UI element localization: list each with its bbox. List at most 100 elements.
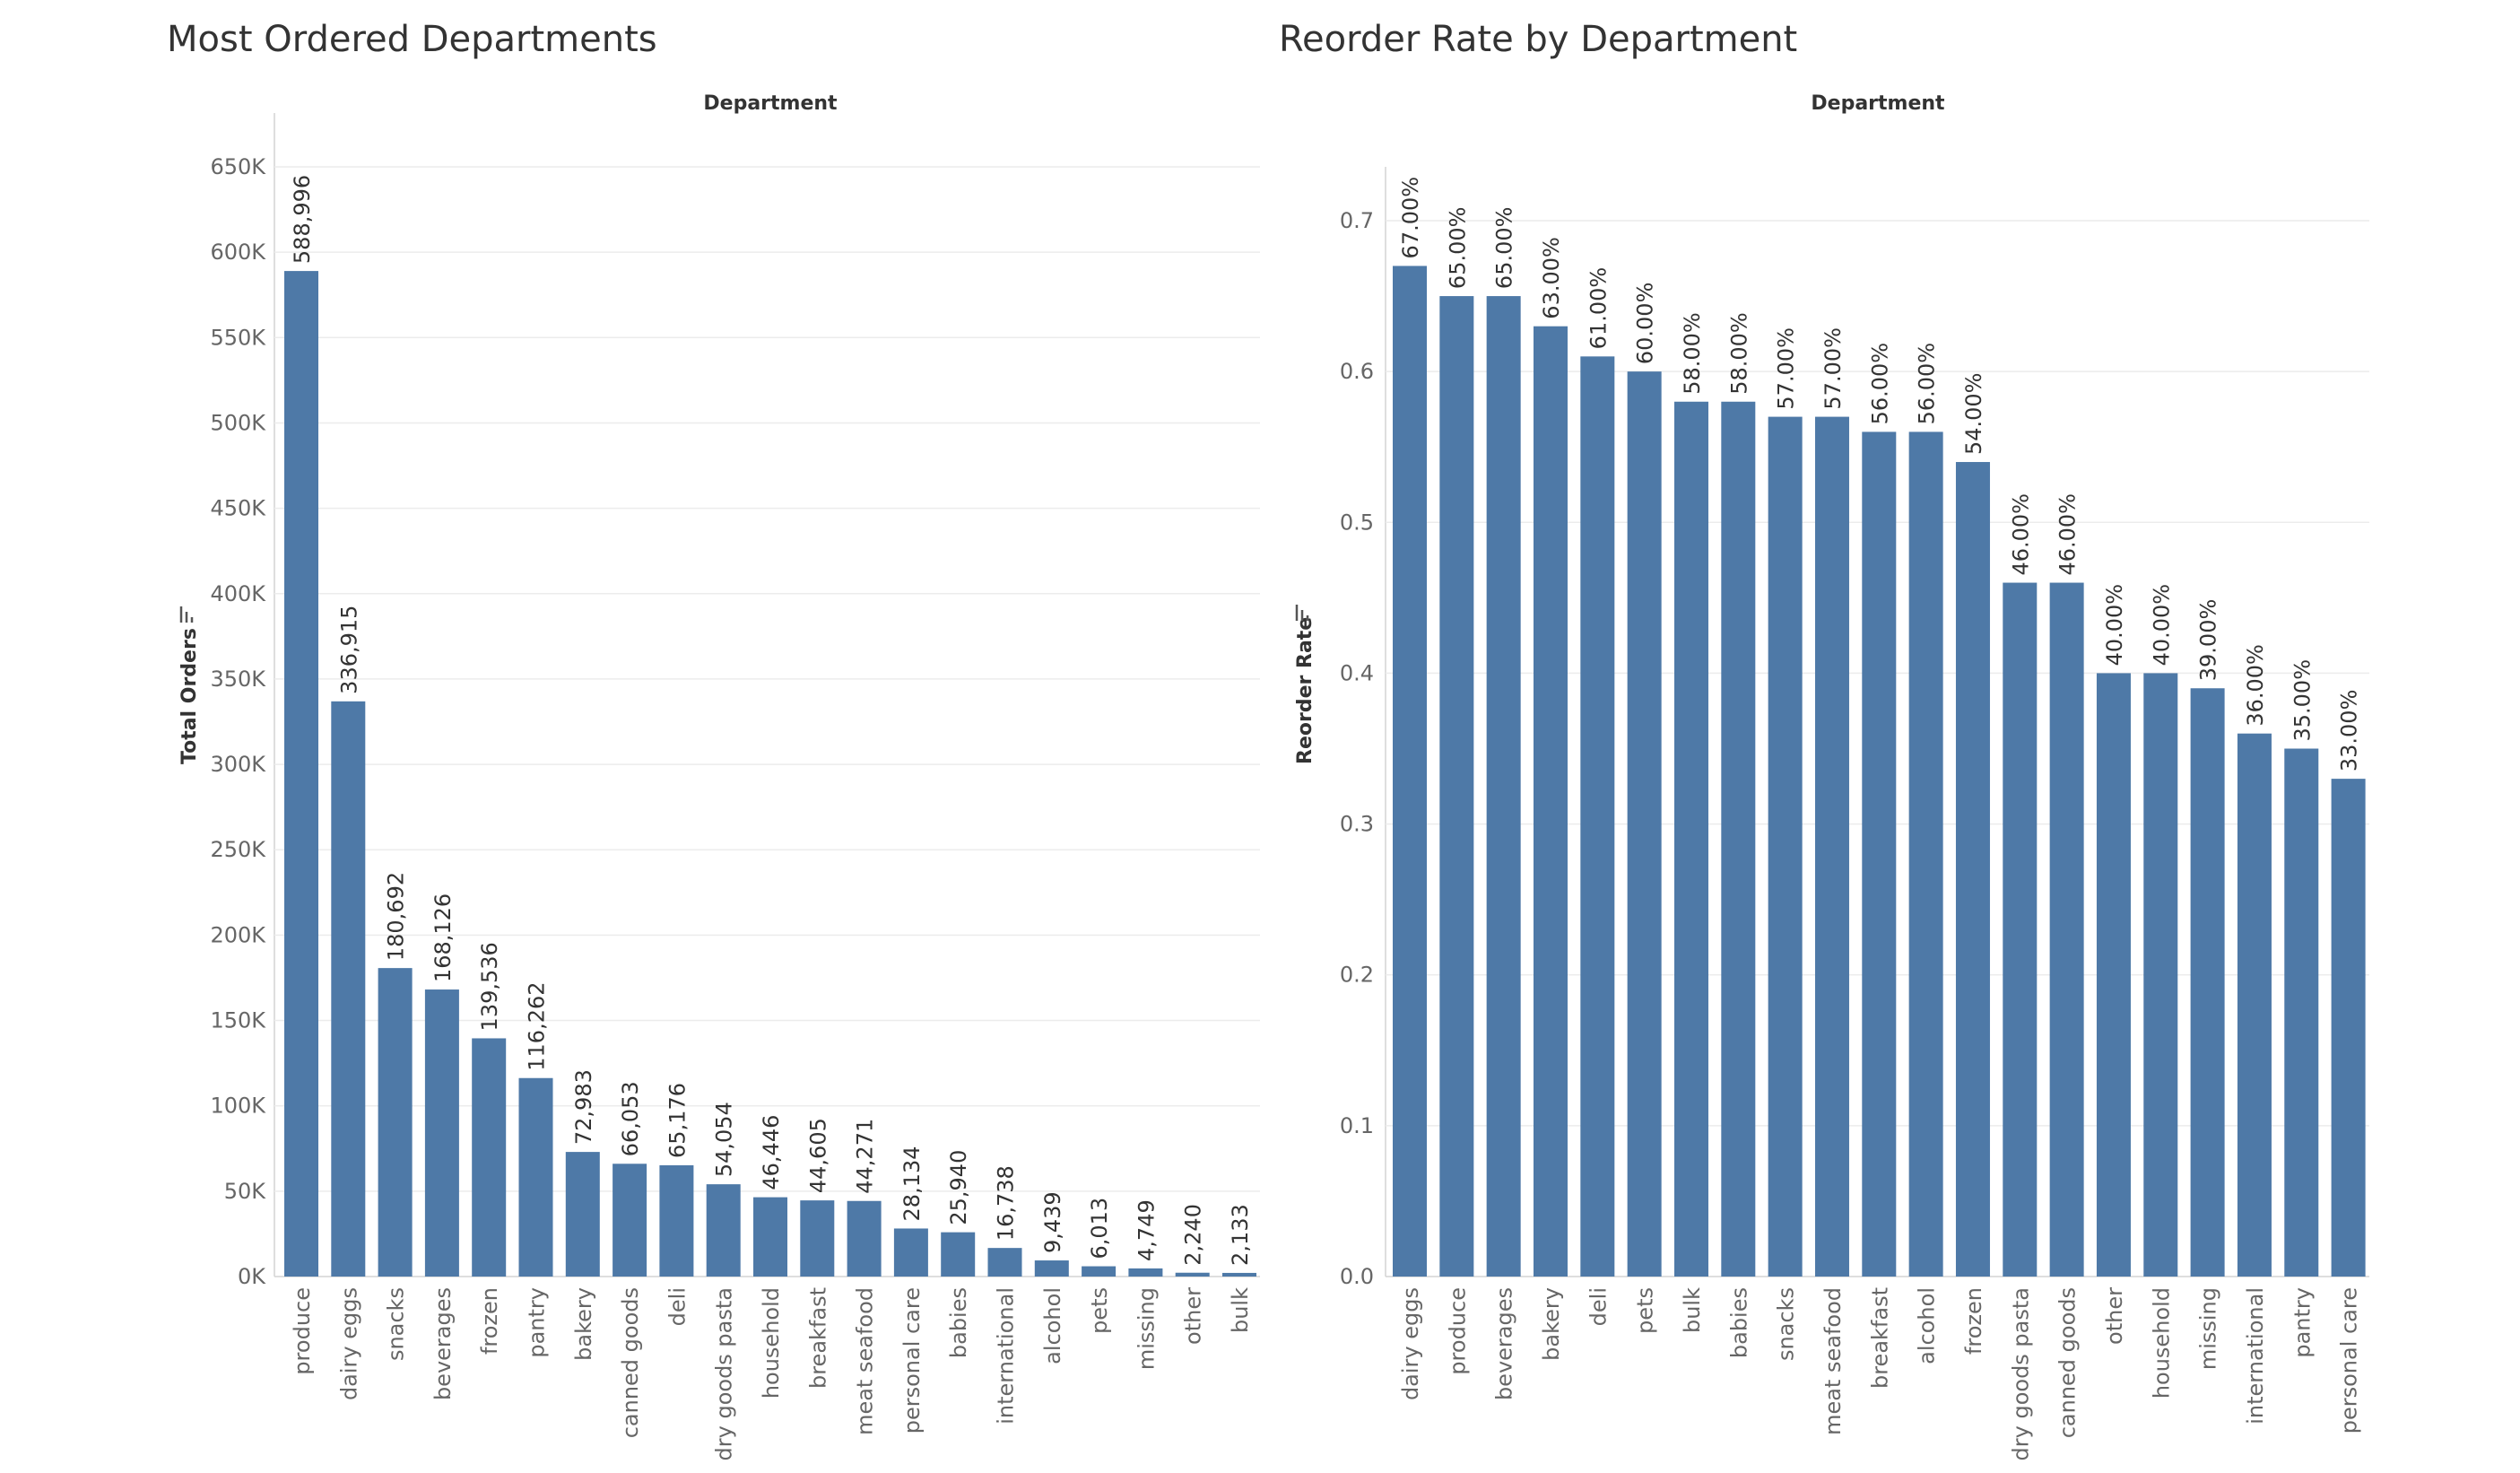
category-label[interactable]: meat seafood	[1820, 1287, 1846, 1435]
category-label[interactable]: babies	[1726, 1287, 1751, 1358]
category-label[interactable]: dairy eggs	[1398, 1287, 1423, 1400]
category-label[interactable]: bulk	[1228, 1287, 1253, 1333]
y-tick-label: 0.7	[1340, 208, 1374, 233]
sort-icon[interactable]	[1295, 605, 1309, 621]
bar[interactable]	[1486, 296, 1521, 1277]
y-axis-label[interactable]: Reorder Rate	[1294, 617, 1316, 764]
category-label[interactable]: household	[2149, 1287, 2174, 1399]
bar[interactable]	[472, 1038, 507, 1277]
bar[interactable]	[613, 1164, 647, 1277]
bar[interactable]	[753, 1197, 787, 1277]
bar[interactable]	[1580, 356, 1615, 1277]
category-label[interactable]: bakery	[1539, 1287, 1564, 1361]
category-label[interactable]: deli	[1586, 1287, 1611, 1326]
bar[interactable]	[518, 1077, 553, 1277]
category-label[interactable]: dry goods pasta	[2008, 1287, 2033, 1460]
bar[interactable]	[800, 1200, 835, 1277]
bar[interactable]	[1955, 462, 1990, 1277]
category-label[interactable]: beverages	[430, 1287, 456, 1400]
category-label[interactable]: alcohol	[1915, 1287, 1940, 1364]
data-label: 60.00%	[1633, 283, 1658, 365]
bar[interactable]	[1908, 431, 1943, 1277]
bar[interactable]	[1673, 401, 1708, 1277]
reorder-rate-chart: Reorder Rate by Department Department Re…	[1279, 19, 2369, 1460]
category-label[interactable]: personal care	[2337, 1287, 2362, 1434]
y-tick-label: 600K	[210, 240, 266, 265]
y-axis-label[interactable]: Total Orders	[178, 628, 201, 764]
bar[interactable]	[1128, 1268, 1163, 1277]
bar[interactable]	[1439, 296, 1474, 1277]
bar[interactable]	[565, 1152, 600, 1277]
bar[interactable]	[284, 271, 318, 1277]
bar[interactable]	[1222, 1272, 1256, 1277]
category-label[interactable]: babies	[946, 1287, 971, 1358]
y-axis-title[interactable]: Total Orders	[178, 606, 201, 764]
bar[interactable]	[1768, 416, 1803, 1277]
y-tick-label: 0.6	[1340, 359, 1374, 384]
bar[interactable]	[1034, 1260, 1069, 1277]
category-label[interactable]: frozen	[477, 1287, 502, 1355]
category-label[interactable]: dry goods pasta	[712, 1287, 737, 1460]
bar[interactable]	[424, 989, 459, 1277]
bar[interactable]	[2143, 673, 2178, 1277]
bar[interactable]	[1721, 401, 1756, 1277]
bar[interactable]	[1533, 326, 1568, 1277]
category-label[interactable]: missing	[2196, 1287, 2221, 1370]
bar[interactable]	[1627, 371, 1662, 1277]
category-label[interactable]: snacks	[384, 1287, 409, 1361]
category-label[interactable]: pantry	[2290, 1287, 2315, 1358]
bar[interactable]	[1862, 431, 1897, 1277]
bar[interactable]	[378, 968, 413, 1277]
category-label[interactable]: snacks	[1774, 1287, 1799, 1361]
bar[interactable]	[2237, 733, 2272, 1277]
bar[interactable]	[941, 1232, 976, 1277]
category-label[interactable]: meat seafood	[853, 1287, 878, 1435]
category-label[interactable]: produce	[290, 1287, 315, 1375]
category-label[interactable]: international	[2243, 1287, 2268, 1425]
bar[interactable]	[2190, 688, 2225, 1277]
category-label[interactable]: bakery	[571, 1287, 596, 1361]
bar[interactable]	[987, 1248, 1022, 1277]
bar[interactable]	[1175, 1272, 1210, 1277]
data-label: 54.00%	[1961, 373, 1986, 456]
data-label: 9,439	[1040, 1191, 1065, 1253]
category-label[interactable]: international	[994, 1287, 1019, 1425]
bar[interactable]	[2049, 582, 2084, 1277]
category-label[interactable]: pets	[1633, 1287, 1658, 1334]
category-label[interactable]: missing	[1134, 1287, 1159, 1370]
category-label[interactable]: other	[2102, 1287, 2127, 1345]
bar[interactable]	[2284, 748, 2319, 1277]
category-label[interactable]: breakfast	[805, 1287, 830, 1389]
y-axis-title[interactable]: Reorder Rate	[1294, 605, 1316, 764]
x-axis-header[interactable]: Department	[703, 92, 838, 115]
category-label[interactable]: bulk	[1680, 1287, 1705, 1333]
category-label[interactable]: pantry	[525, 1287, 550, 1358]
bar[interactable]	[1814, 416, 1849, 1277]
x-axis-header[interactable]: Department	[1811, 92, 1945, 115]
bar[interactable]	[847, 1200, 882, 1277]
bar[interactable]	[2003, 582, 2038, 1277]
bar[interactable]	[2331, 779, 2366, 1277]
bar[interactable]	[1082, 1266, 1117, 1277]
category-label[interactable]: beverages	[1492, 1287, 1517, 1400]
category-label[interactable]: dairy eggs	[336, 1287, 361, 1400]
bar[interactable]	[331, 701, 366, 1277]
sort-icon[interactable]	[179, 606, 194, 623]
category-label[interactable]: produce	[1445, 1287, 1470, 1375]
category-label[interactable]: canned goods	[2055, 1287, 2081, 1438]
data-label: 336,915	[336, 606, 361, 694]
category-label[interactable]: personal care	[899, 1287, 925, 1434]
category-label[interactable]: breakfast	[1867, 1287, 1892, 1389]
category-label[interactable]: other	[1181, 1287, 1206, 1345]
category-label[interactable]: pets	[1087, 1287, 1112, 1334]
bar[interactable]	[2096, 673, 2131, 1277]
bar[interactable]	[893, 1228, 928, 1277]
category-label[interactable]: deli	[665, 1287, 690, 1326]
category-label[interactable]: alcohol	[1040, 1287, 1065, 1364]
category-label[interactable]: frozen	[1961, 1287, 1986, 1355]
category-label[interactable]: household	[759, 1287, 784, 1399]
bar[interactable]	[1393, 266, 1427, 1277]
category-label[interactable]: canned goods	[618, 1287, 643, 1438]
bar[interactable]	[706, 1184, 741, 1277]
bar[interactable]	[659, 1164, 694, 1277]
